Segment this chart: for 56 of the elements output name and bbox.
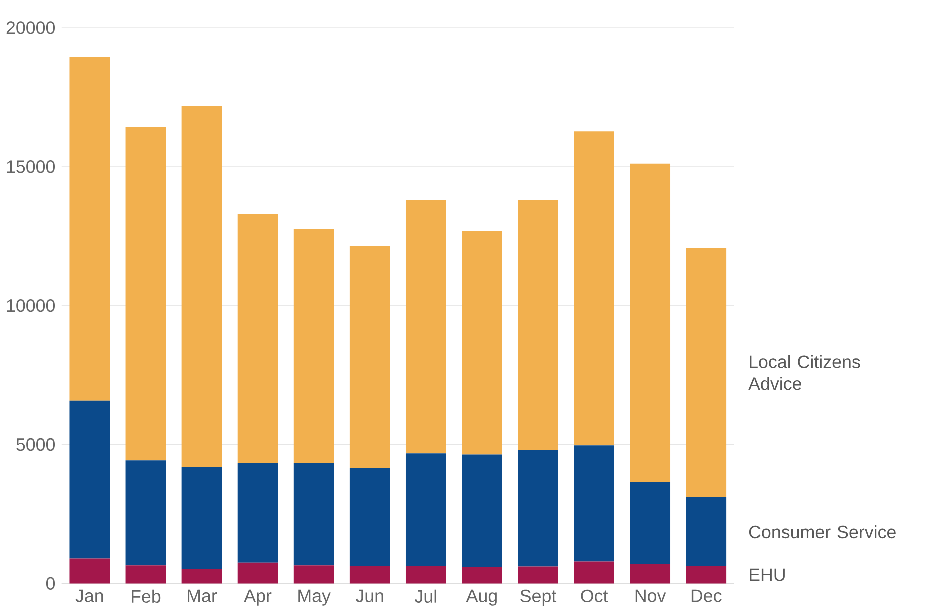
bar: [686, 248, 727, 498]
y-tick-label: 15000: [7, 160, 56, 174]
x-tick-label: Dec: [692, 590, 722, 603]
bar: [406, 454, 446, 567]
bar: [182, 468, 222, 570]
x-tick-label: Jun: [356, 590, 384, 603]
x-tick-label: Jul: [415, 590, 436, 604]
bar: [406, 566, 446, 584]
bar: [182, 106, 222, 468]
bar: [70, 401, 110, 559]
y-tick-label: 10000: [7, 300, 56, 312]
bar: [182, 569, 222, 584]
bar: [126, 566, 166, 584]
x-tick-label: Nov: [636, 590, 666, 603]
bar: [350, 566, 390, 584]
bar: [518, 200, 558, 450]
series-label: Consumer Service: [749, 526, 896, 539]
bar: [294, 464, 334, 566]
bar: [70, 558, 110, 584]
bar: [126, 460, 166, 566]
bar: [574, 562, 614, 584]
bar: [70, 58, 110, 402]
x-tick-label: Mar: [188, 590, 218, 603]
y-tick-label: 20000: [6, 22, 56, 34]
bar: [686, 566, 727, 584]
bar: [294, 566, 334, 584]
bar: [686, 498, 727, 567]
bar: [238, 214, 278, 464]
x-tick-label: Jan: [76, 590, 104, 603]
bar: [574, 132, 614, 446]
bar: [294, 229, 334, 464]
bar: [126, 127, 166, 461]
bar: [462, 454, 502, 568]
bar: [238, 563, 278, 584]
bar: [350, 468, 390, 567]
bar: [350, 246, 390, 468]
x-tick-label: May: [298, 590, 331, 606]
bar: [518, 566, 558, 584]
y-tick-label: 5000: [16, 438, 56, 452]
series-label: Local Citizens Advice: [748, 355, 860, 390]
x-tick-label: Aug: [466, 590, 497, 606]
y-tick-label: 0: [46, 578, 56, 590]
bar: [574, 446, 614, 562]
bar: [406, 200, 446, 454]
x-tick-label: Apr: [244, 590, 272, 606]
x-tick-label: Feb: [132, 590, 161, 604]
bar: [630, 164, 671, 482]
x-tick-label: Oct: [581, 590, 608, 603]
bar: [462, 567, 502, 584]
bar: [238, 464, 278, 564]
series-label: EHU: [750, 569, 785, 582]
bar: [518, 450, 558, 567]
x-tick-label: Sept: [520, 590, 557, 606]
bar: [630, 482, 671, 565]
bar: [630, 564, 671, 584]
bar: [462, 231, 502, 455]
